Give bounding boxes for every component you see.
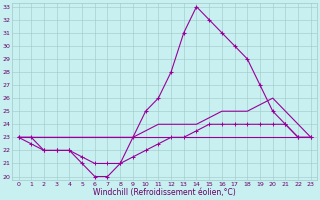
X-axis label: Windchill (Refroidissement éolien,°C): Windchill (Refroidissement éolien,°C) [93,188,236,197]
